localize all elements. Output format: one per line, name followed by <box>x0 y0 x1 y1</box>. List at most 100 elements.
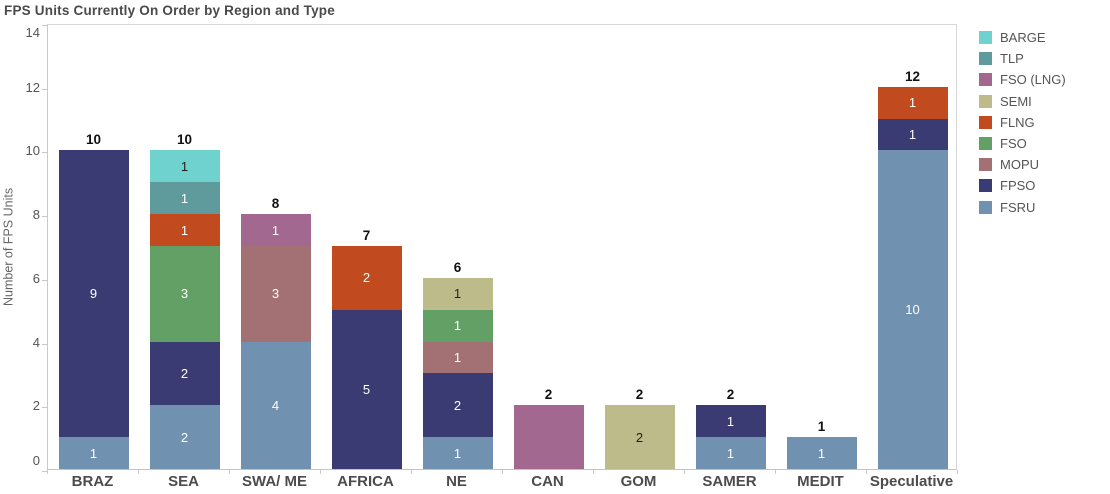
bar-total-label: 2 <box>726 387 735 403</box>
y-axis-tick <box>42 407 47 408</box>
bar-segment-swa-me-fso-lng[interactable]: 1 <box>240 214 311 246</box>
legend-item-fso[interactable]: FSO <box>979 133 1066 154</box>
legend-label: FSRU <box>1000 199 1036 215</box>
bar-total-label: 10 <box>176 132 193 148</box>
bar-segment-africa-flng[interactable]: 2 <box>331 246 402 310</box>
x-axis-label-ne: NE <box>446 473 467 490</box>
segment-value-label: 1 <box>726 445 735 461</box>
bar-segment-braz-fsru[interactable]: 1 <box>58 437 129 469</box>
legend-item-flng[interactable]: FLNG <box>979 112 1066 133</box>
segment-value-label: 2 <box>362 270 371 286</box>
bar-total-label: 2 <box>635 387 644 403</box>
bar-segment-ne-semi[interactable]: 1 <box>422 277 493 310</box>
legend-swatch-icon <box>979 115 992 129</box>
bar-segment-braz-fpso[interactable]: 9 <box>58 150 129 438</box>
bar-segment-sea-tlp[interactable]: 1 <box>149 182 220 215</box>
segment-value-label: 1 <box>453 445 462 461</box>
segment-value-label: 1 <box>180 222 189 238</box>
legend-swatch-icon <box>979 179 992 193</box>
segment-value-label: 2 <box>180 365 189 381</box>
legend-item-tlp[interactable]: TLP <box>979 48 1066 69</box>
x-axis-tick <box>866 470 867 474</box>
bar-segment-can-fso-lng[interactable] <box>513 405 584 469</box>
y-axis-tick <box>42 344 47 345</box>
x-axis-label-africa: AFRICA <box>337 473 394 490</box>
legend-item-fsru[interactable]: FSRU <box>979 197 1066 218</box>
legend-swatch-icon <box>979 94 992 108</box>
legend-item-semi[interactable]: SEMI <box>979 91 1066 112</box>
bar-segment-sea-fsru[interactable]: 2 <box>149 405 220 469</box>
legend-item-fso-lng[interactable]: FSO (LNG) <box>979 69 1066 90</box>
bar-total-label: 10 <box>85 132 102 148</box>
segment-value-label: 1 <box>89 445 98 461</box>
x-axis-tick <box>775 470 776 474</box>
segment-value-label: 3 <box>180 286 189 302</box>
bar-segment-medit-fsru[interactable]: 1 <box>786 437 857 469</box>
bar-segment-samer-fsru[interactable]: 1 <box>695 437 766 469</box>
segment-value-label: 1 <box>180 190 189 206</box>
legend-item-barge[interactable]: BARGE <box>979 27 1066 48</box>
legend-label: BARGE <box>1000 30 1046 46</box>
bar-segment-samer-fpso[interactable]: 1 <box>695 405 766 438</box>
y-axis-tick-label: 12 <box>25 80 40 95</box>
x-axis-tick <box>411 470 412 474</box>
bar-segment-ne-fso[interactable]: 1 <box>422 309 493 342</box>
segment-value-label: 1 <box>453 318 462 334</box>
segment-value-label: 5 <box>362 381 371 397</box>
bar-segment-speculative-fpso[interactable]: 1 <box>877 118 948 151</box>
bar-segment-sea-fpso[interactable]: 2 <box>149 341 220 406</box>
segment-value-label: 1 <box>726 413 735 429</box>
legend-swatch-icon <box>979 200 992 214</box>
x-axis-label-speculative: Speculative <box>869 473 954 490</box>
x-axis-label-swa-me: SWA/ ME <box>241 473 307 490</box>
bar-total-label: 7 <box>362 228 371 243</box>
y-axis-tick-label: 2 <box>32 398 40 413</box>
bar-segment-africa-fpso[interactable]: 5 <box>331 309 402 469</box>
y-axis-tick <box>42 216 47 217</box>
x-axis-tick <box>593 470 594 474</box>
bar-total-label: 2 <box>544 387 553 403</box>
legend-item-mopu[interactable]: MOPU <box>979 154 1066 175</box>
legend-item-fpso[interactable]: FPSO <box>979 175 1066 196</box>
y-axis-tick-label: 0 <box>32 453 40 468</box>
x-axis-tick <box>320 470 321 474</box>
y-axis-tick-label: 6 <box>32 271 40 286</box>
x-axis-label-can: CAN <box>531 473 564 490</box>
y-axis-tick-label: 4 <box>32 335 40 350</box>
segment-value-label: 2 <box>180 429 189 445</box>
bar-segment-ne-mopu[interactable]: 1 <box>422 341 493 374</box>
x-axis-label-sea: SEA <box>168 473 199 490</box>
bar-segment-speculative-flng[interactable]: 1 <box>877 86 948 119</box>
segment-value-label: 2 <box>635 429 644 445</box>
bar-segment-ne-fsru[interactable]: 1 <box>422 437 493 469</box>
x-axis-label-gom: GOM <box>620 473 657 490</box>
segment-value-label: 10 <box>905 302 920 318</box>
legend-label: FLNG <box>1000 114 1035 130</box>
x-axis-tick <box>684 470 685 474</box>
segment-value-label: 4 <box>271 397 280 413</box>
bar-total-label: 1 <box>817 419 826 435</box>
x-axis-tick <box>138 470 139 474</box>
segment-value-label: 1 <box>453 350 462 366</box>
bar-segment-gom-semi[interactable]: 2 <box>604 405 675 469</box>
bar-segment-swa-me-fsru[interactable]: 4 <box>240 341 311 469</box>
bar-segment-sea-flng[interactable]: 1 <box>149 214 220 246</box>
legend-swatch-icon <box>979 31 992 45</box>
bar-segment-sea-barge[interactable]: 1 <box>149 150 220 183</box>
legend: BARGE TLP FSO (LNG) SEMI FLNG FSO MOPU FPSO FSRU <box>979 27 1066 218</box>
bar-segment-ne-fpso[interactable]: 2 <box>422 373 493 438</box>
legend-swatch-icon <box>979 158 992 172</box>
x-axis-tick <box>957 470 958 474</box>
bar-total-label: 12 <box>904 68 921 84</box>
y-axis-tick-label: 8 <box>32 207 40 222</box>
legend-swatch-icon <box>979 52 992 66</box>
segment-value-label: 1 <box>271 222 280 238</box>
segment-value-label: 1 <box>453 286 462 302</box>
legend-label: MOPU <box>1000 157 1039 173</box>
bar-segment-swa-me-mopu[interactable]: 3 <box>240 246 311 342</box>
legend-label: TLP <box>1000 51 1024 67</box>
bar-segment-speculative-fsru[interactable]: 10 <box>877 150 948 469</box>
y-axis-tick <box>42 152 47 153</box>
bar-segment-sea-fso[interactable]: 3 <box>149 246 220 342</box>
